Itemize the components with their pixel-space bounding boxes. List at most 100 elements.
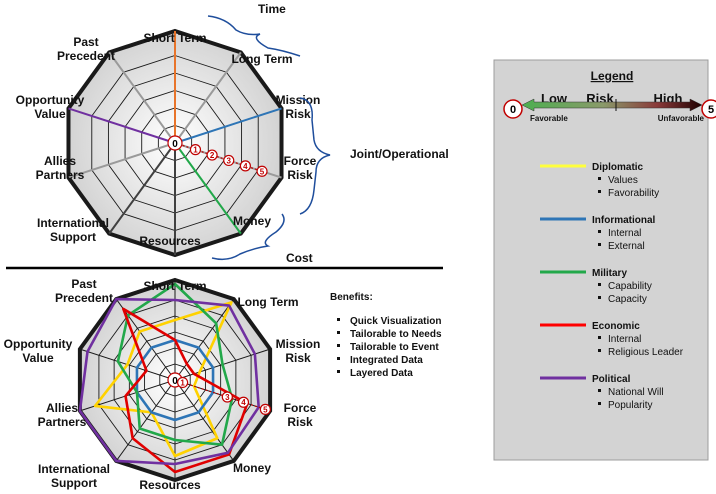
bottom-scale-marker-4 (237, 396, 250, 408)
group-brace-joint: Joint/Operational (299, 97, 449, 215)
bottom-radar-scale: 0 1 3 4 5 (167, 372, 271, 415)
scale-favorable-label: Favorable (530, 114, 568, 123)
legend-item-capability: Capability (608, 281, 652, 292)
scale-max-circle (701, 99, 716, 119)
legend-title: Legend (591, 69, 634, 83)
top-radar-spoke-mission-risk (174, 107, 282, 144)
legend-bullet (598, 402, 601, 405)
bottom-radar-axis-label-allies-partners: Allies Partners (38, 401, 87, 429)
top-radar-axis-label-past-precedent: Past Precedent (57, 35, 115, 63)
benefit-item-quick-visualization: Quick Visualization (350, 316, 442, 327)
group-brace-time: Time (207, 2, 301, 57)
legend-bullet (598, 243, 601, 246)
legend-box (493, 59, 709, 461)
top-radar-scale: 0 1 2 3 4 5 (167, 135, 268, 177)
legend-bullet (598, 296, 601, 299)
top-radar-spoke-opportunity-value (68, 107, 176, 144)
top-scale-marker-1 (189, 144, 202, 156)
benefit-bullet (337, 370, 340, 373)
top-scale-label-0: 0 (172, 139, 178, 150)
series-line-military (116, 282, 234, 447)
legend-item-external: External (608, 241, 645, 252)
bottom-radar-axis-label-resources: Resources (139, 478, 201, 492)
scale-unfavorable-label: Unfavorable (658, 114, 705, 123)
bottom-radar-spoke-long-term (174, 298, 235, 381)
legend-item-capacity: Capacity (608, 294, 647, 305)
legend-risk-scale: Low Risk High 0 5 Favorable Unfavorable (503, 91, 716, 123)
top-radar-axis-label-force-risk: Force Risk (284, 154, 317, 182)
series-line-political (78, 297, 260, 466)
scale-gradient-arrow (521, 98, 703, 112)
bottom-radar-axis-label-past-precedent: Past Precedent (55, 277, 113, 305)
legend-bullet (598, 283, 601, 286)
top-radar-spoke-allies-partners (68, 142, 176, 179)
legend-bullet (598, 177, 601, 180)
scale-max-label: 5 (708, 104, 714, 116)
bottom-scale-label-3: 3 (225, 393, 230, 402)
benefits-title: Benefits: (330, 292, 373, 303)
legend-entry-political: Political (592, 374, 631, 385)
bottom-scale-label-5: 5 (263, 405, 268, 414)
top-scale-marker-5 (256, 165, 268, 177)
top-radar-spoke-international-support (108, 142, 176, 235)
bottom-scale-marker-1 (177, 376, 189, 389)
top-radar-spoke-money (174, 142, 242, 235)
top-radar-axis-label-long-term: Long Term (231, 52, 292, 66)
bottom-radar-axis-label-force-risk: Force Risk (284, 401, 317, 429)
top-radar-axis-label-short-term: Short Term (143, 31, 206, 45)
bottom-scale-marker-3 (221, 391, 233, 403)
bottom-radar-chart: 0 1 3 4 5 Short Term Long Term Mission Risk Forc… (4, 277, 321, 492)
benefit-item-layered-data: Layered Data (350, 368, 413, 379)
legend-item-popularity: Popularity (608, 400, 652, 411)
group-label-cost: Cost (286, 251, 313, 265)
benefit-bullet (337, 357, 340, 360)
legend-entries: Diplomatic Values Favorability Informationa… (540, 162, 684, 411)
benefit-item-tailorable-to-event: Tailorable to Event (350, 342, 439, 353)
legend-bullet (598, 336, 601, 339)
bottom-radar-series (78, 282, 260, 474)
legend-item-favorability: Favorability (608, 188, 659, 199)
bottom-radar-axis-label-opportunity-value: Opportunity Value (4, 337, 73, 365)
top-radar-axis-label-international-support: International Support (37, 216, 109, 244)
series-line-diplomatic (93, 301, 233, 458)
benefit-item-integrated-data: Integrated Data (350, 355, 423, 366)
benefit-item-tailorable-to-needs: Tailorable to Needs (350, 329, 442, 340)
top-radar-axis-label-money: Money (233, 214, 271, 228)
legend-entry-military: Military (592, 268, 627, 279)
top-scale-marker-2 (206, 149, 218, 161)
legend-bullet (598, 349, 601, 352)
bottom-radar-axis-label-mission-risk: Mission Risk (276, 337, 321, 365)
bottom-scale-label-4: 4 (241, 398, 246, 407)
top-radar-axis-label-allies-partners: Allies Partners (36, 154, 85, 182)
top-scale-marker-0 (167, 135, 183, 151)
group-label-time: Time (258, 2, 286, 16)
top-scale-marker-4 (239, 160, 251, 172)
legend-entry-informational: Informational (592, 215, 656, 226)
group-brace-cost: Cost (211, 213, 313, 265)
top-scale-label-5: 5 (260, 167, 265, 176)
legend-entry-economic: Economic (592, 321, 640, 332)
benefits-list: Quick Visualization Tailorable to Needs Ta… (337, 316, 442, 379)
bottom-scale-marker-5 (259, 403, 271, 415)
top-radar-axis-label-resources: Resources (139, 234, 201, 248)
top-scale-label-2: 2 (210, 151, 215, 160)
top-radar-spoke-long-term (174, 51, 242, 144)
benefit-bullet (337, 318, 340, 321)
legend-bullet (598, 389, 601, 392)
benefits-panel: Benefits: Quick Visualization Tailorable … (330, 292, 442, 379)
bottom-radar-axis-labels: Short Term Long Term Mission Risk Force Risk M… (4, 277, 321, 492)
series-line-economic (121, 307, 249, 474)
legend-item-internal: Internal (608, 228, 641, 239)
benefit-bullet (337, 331, 340, 334)
top-scale-marker-3 (223, 154, 235, 167)
legend-item-religious-leader: Religious Leader (608, 347, 684, 358)
top-radar-spoke-past-precedent (108, 51, 176, 144)
legend-item-values: Values (608, 175, 638, 186)
top-radar-axis-label-opportunity-value: Opportunity Value (16, 93, 85, 121)
top-scale-label-4: 4 (243, 162, 248, 171)
legend-entry-diplomatic: Diplomatic (592, 162, 644, 173)
bottom-radar-axis-label-international-support: International Support (38, 462, 110, 490)
